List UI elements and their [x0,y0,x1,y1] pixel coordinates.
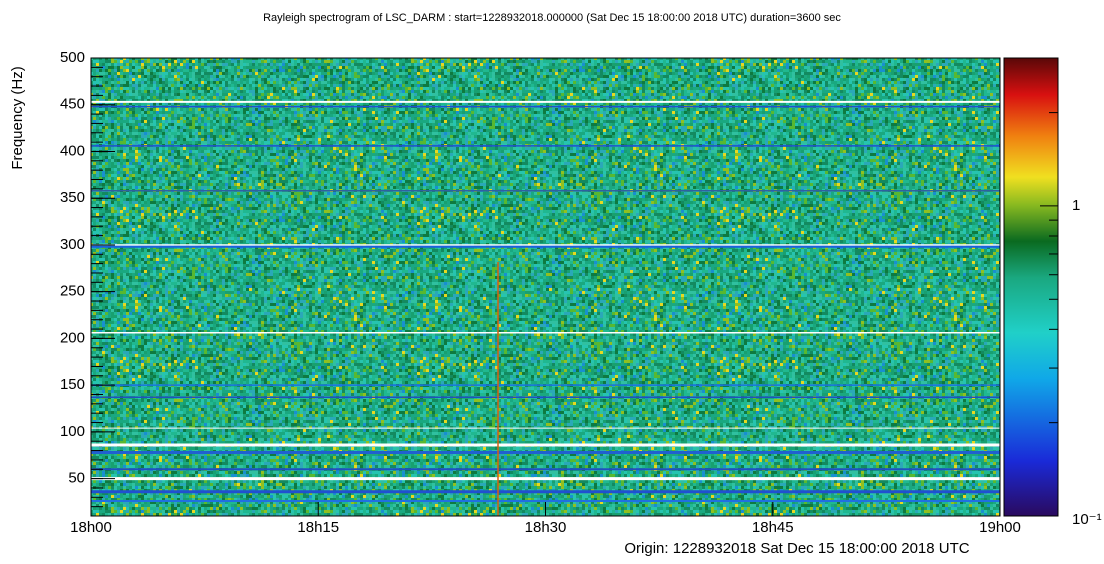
chart: Rayleigh spectrogram of LSC_DARM : start… [0,0,1104,559]
